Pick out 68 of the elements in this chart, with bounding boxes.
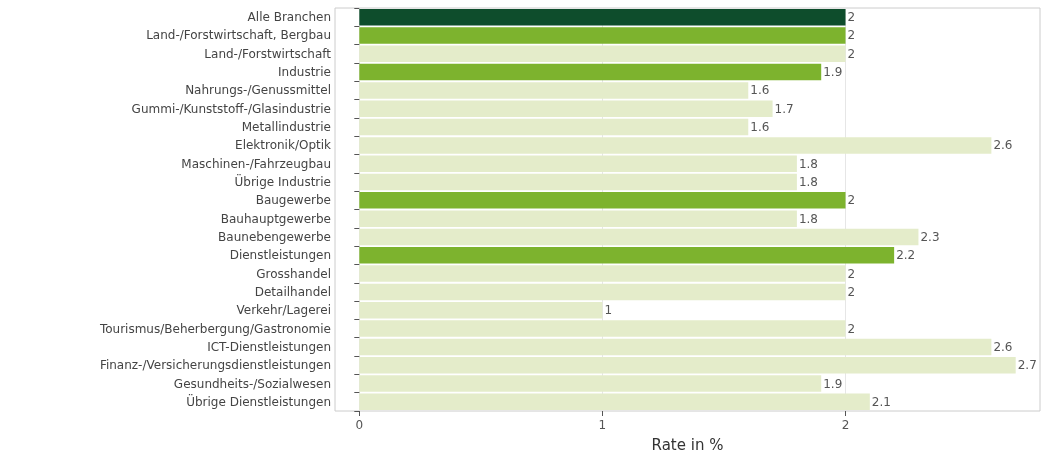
x-tick-label: 1 [598,418,607,432]
y-tick-label: Metallindustrie [241,120,331,135]
y-tick-label: Alle Branchen [247,10,331,25]
data-label: 1.6 [750,83,770,98]
y-tick-label: Industrie [278,65,331,80]
bar [359,247,895,264]
data-label: 2 [847,10,856,25]
bar [359,100,773,117]
bar [359,8,846,26]
y-tick-label: Finanz-/Versicherungsdienstleistungen [99,358,331,373]
data-label: 2.6 [993,138,1013,153]
bar [359,228,919,246]
data-label: 1.6 [750,120,770,135]
bar [359,45,846,63]
bar [359,173,797,191]
bar [359,27,846,44]
bar [359,63,822,81]
data-label: 2 [847,284,856,299]
y-tick-label: Gesundheits-/Sozialwesen [173,376,331,391]
bar [359,338,992,356]
data-label: 1.9 [823,376,843,391]
y-tick-label: Baugewerbe [255,193,331,208]
bar [359,210,797,227]
y-tick-label: Gummi-/Kunststoff-/Glasindustrie [131,101,331,116]
y-tick-label: Elektronik/Optik [235,138,332,153]
y-tick-label: Übrige Dienstleistungen [186,392,331,409]
bar [359,118,749,136]
data-label: 2 [847,193,856,208]
data-label: 2 [847,321,856,336]
y-tick-label: Nahrungs-/Genussmittel [185,83,331,98]
data-label: 1.8 [798,156,818,171]
y-tick-label: Detailhandel [254,284,331,299]
x-tick-label: 2 [841,418,850,432]
data-label: 1.9 [823,65,843,80]
data-label: 2 [847,28,856,43]
data-label: 1 [604,303,613,318]
bar [359,356,1016,374]
y-tick-label: Grosshandel [256,266,331,281]
x-axis-title: Rate in % [651,435,724,454]
data-label: 2.7 [1017,358,1037,373]
data-label: 1.8 [798,175,818,190]
data-label: 2.3 [920,229,940,244]
bar [359,320,846,337]
y-tick-label: Verkehr/Lagerei [236,303,331,318]
y-tick-label: Dienstleistungen [229,248,331,263]
y-tick-label: Maschinen-/Fahrzeugbau [181,156,331,171]
bar [359,192,846,209]
data-label: 2.6 [993,339,1013,354]
data-label: 2.2 [896,248,916,263]
data-label: 2.1 [871,394,891,409]
y-tick-label: Baunebengewerbe [218,229,331,244]
bar [359,393,870,411]
data-label: 2 [847,46,856,61]
bar [359,375,822,392]
data-label: 1.8 [798,211,818,226]
x-tick-label: 0 [355,418,364,432]
y-tick-label: Übrige Industrie [234,173,331,190]
bar [359,82,749,99]
data-label: 2 [847,266,856,281]
bar [359,302,603,319]
bar [359,265,846,282]
y-tick-label: Bauhauptgewerbe [220,211,331,226]
y-tick-label: Land-/Forstwirtschaft [204,46,332,61]
y-tick-label: Land-/Forstwirtschaft, Bergbau [146,28,331,43]
y-tick-label: ICT-Dienstleistungen [207,339,331,354]
y-tick-label: Tourismus/Beherbergung/Gastronomie [98,321,331,336]
bar [359,283,846,301]
data-label: 1.7 [774,101,794,116]
